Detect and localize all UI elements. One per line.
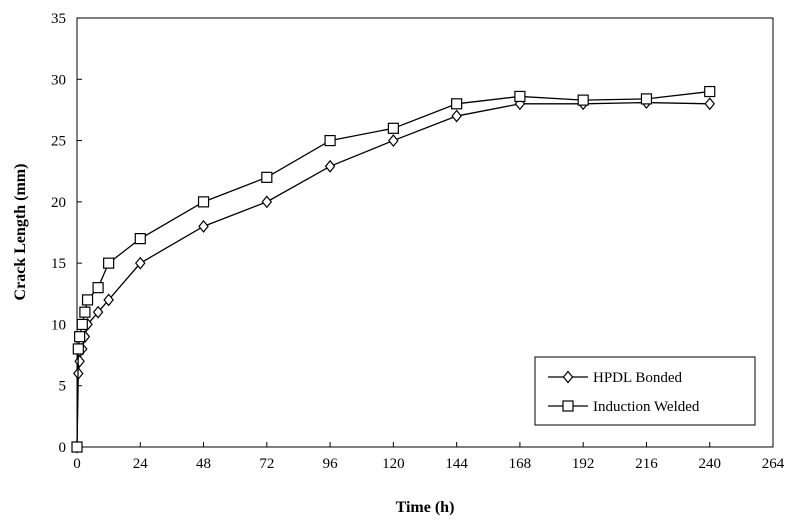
x-tick-label: 72	[259, 456, 274, 472]
hpdl-bonded-point	[92, 305, 104, 319]
x-tick-label: 216	[635, 456, 658, 472]
legend-box	[534, 356, 756, 426]
y-tick-label: 35	[51, 11, 66, 27]
induction-welded-point	[103, 257, 115, 269]
induction-welded-point	[451, 98, 463, 110]
hpdl-bonded-point	[74, 354, 85, 368]
hpdl-bonded-point	[324, 159, 336, 173]
x-tick-label: 144	[445, 456, 468, 472]
hpdl-bonded-legend-label: HPDL Bonded	[593, 370, 683, 386]
induction-welded-point	[92, 282, 104, 294]
y-tick-label: 30	[51, 72, 66, 88]
induction-welded-point	[261, 171, 273, 183]
induction-welded-point	[704, 85, 716, 98]
x-tick-label: 0	[73, 456, 81, 472]
x-tick-label: 192	[572, 456, 595, 472]
induction-welded-point	[514, 90, 526, 103]
plot-frame	[76, 17, 774, 448]
induction-welded-point	[72, 343, 84, 355]
x-tick-label: 24	[133, 456, 149, 472]
y-tick-label: 25	[51, 134, 66, 150]
y-tick-label: 5	[59, 379, 67, 395]
hpdl-bonded-point	[198, 219, 209, 233]
induction-welded-legend-label: Induction Welded	[593, 399, 700, 415]
x-tick-label: 96	[323, 456, 339, 472]
y-tick-label: 10	[51, 317, 66, 333]
induction-welded-point	[387, 122, 399, 134]
x-tick-label: 264	[762, 456, 785, 472]
induction-welded-point	[76, 318, 88, 331]
legend: HPDL Bonded Induction Welded	[534, 356, 756, 426]
induction-welded-point	[79, 306, 91, 318]
induction-welded-point	[74, 331, 86, 343]
hpdl-bonded-point	[451, 109, 462, 123]
y-tick-label: 0	[59, 440, 67, 456]
hpdl-bonded-legend-marker	[562, 370, 574, 384]
x-tick-label: 240	[698, 456, 721, 472]
hpdl-bonded-point	[388, 134, 399, 148]
x-tick-label: 120	[382, 456, 405, 472]
induction-welded-point	[81, 294, 94, 306]
induction-welded-point	[324, 134, 336, 147]
induction-welded-legend-marker	[562, 400, 574, 412]
induction-welded-point	[197, 196, 210, 208]
x-tick-label: 48	[196, 456, 211, 472]
induction-welded-point	[577, 94, 589, 106]
x-axis-title: Time (h)	[396, 499, 455, 516]
hpdl-bonded-point	[704, 97, 716, 111]
series-layer	[71, 85, 716, 454]
y-tick-label: 15	[51, 256, 66, 272]
hpdl-bonded-point	[261, 195, 273, 209]
induction-welded-point	[134, 233, 146, 245]
y-tick-label: 20	[51, 195, 66, 211]
hpdl-bonded-point	[134, 256, 146, 270]
y-axis: 0 5 10 15 20 25 30 35	[51, 11, 82, 456]
induction-welded-series	[71, 85, 716, 453]
y-axis-title: Crack Length (mm)	[12, 164, 29, 301]
induction-welded-point	[71, 441, 83, 453]
induction-welded-point	[640, 93, 653, 105]
x-tick-label: 168	[509, 456, 532, 472]
hpdl-bonded-point	[103, 293, 114, 307]
x-axis: 0 24 48 72 96 120 144 168 192 216 240 264	[73, 442, 785, 472]
